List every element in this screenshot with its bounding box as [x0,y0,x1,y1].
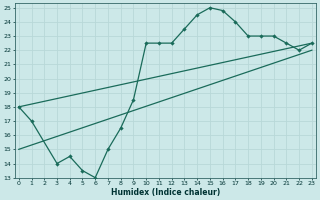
X-axis label: Humidex (Indice chaleur): Humidex (Indice chaleur) [111,188,220,197]
